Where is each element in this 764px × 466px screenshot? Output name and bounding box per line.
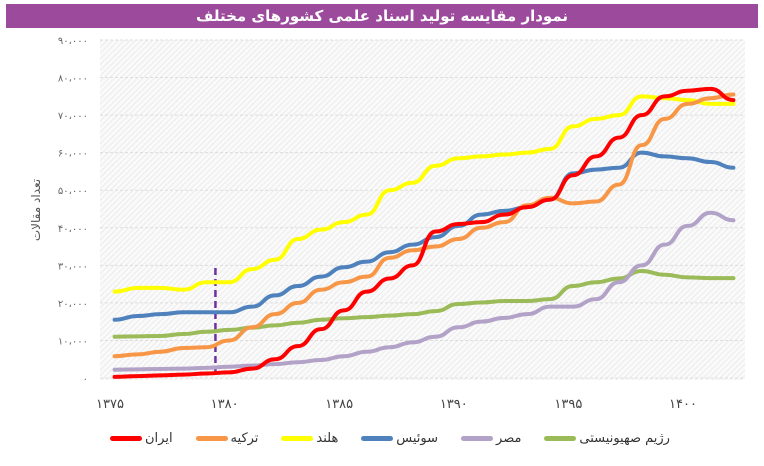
legend-swatch: [110, 435, 142, 441]
x-tick-label: ۱۳۸۵: [325, 397, 353, 412]
y-tick-label: ۹۰،۰۰۰: [58, 36, 88, 47]
legend-item: ایران: [110, 428, 173, 448]
legend-label: ترکیه: [230, 430, 259, 446]
legend-label: رژیم صهیونیستی: [579, 430, 670, 446]
y-tick-label: ۳۰،۰۰۰: [58, 261, 88, 272]
legend-swatch: [544, 435, 577, 441]
series-line-2: [112, 94, 736, 294]
series-line-4: [112, 210, 736, 372]
legend-label: مصر: [496, 430, 522, 446]
y-tick-label: ۲۰،۰۰۰: [58, 299, 88, 310]
legend-label: هلند: [316, 430, 339, 446]
legend-item: سوئیس: [361, 428, 438, 448]
legend-swatch: [281, 435, 314, 441]
chart-title: نمودار مقایسه تولید اسناد علمی کشورهای م…: [6, 4, 758, 28]
legend-label: ایران: [145, 430, 173, 446]
x-tick-label: ۱۳۹۵: [554, 397, 582, 412]
x-tick-label: ۱۳۷۵: [96, 397, 124, 412]
y-axis-label: تعداد مقالات: [29, 179, 43, 241]
legend-label: سوئیس: [396, 430, 439, 446]
y-tick-label: ۱۰،۰۰۰: [58, 336, 88, 347]
legend-item: رژیم صهیونیستی: [544, 428, 670, 448]
legend-swatch: [461, 435, 494, 441]
y-tick-label: ۰: [83, 374, 88, 385]
plot-area: [100, 40, 745, 380]
legend: ایران ترکیه هلند سوئیس مصر رژیم صهیونیستی: [110, 428, 670, 448]
legend-item: هلند: [281, 428, 338, 448]
x-tick-label: ۱۳۸۰: [211, 397, 239, 412]
y-tick-label: ۵۰،۰۰۰: [58, 186, 88, 197]
x-tick-label: ۱۳۹۰: [440, 397, 468, 412]
series-line-0: [112, 86, 736, 379]
legend-swatch: [361, 435, 394, 441]
y-tick-label: ۷۰،۰۰۰: [58, 111, 88, 122]
x-tick-label: ۱۴۰۰: [669, 397, 697, 412]
y-tick-label: ۴۰،۰۰۰: [58, 224, 88, 235]
y-tick-label: ۸۰،۰۰۰: [58, 74, 88, 85]
legend-item: مصر: [461, 428, 521, 448]
legend-swatch: [195, 435, 228, 441]
y-tick-label: ۶۰،۰۰۰: [58, 149, 88, 160]
legend-item: ترکیه: [195, 428, 259, 448]
